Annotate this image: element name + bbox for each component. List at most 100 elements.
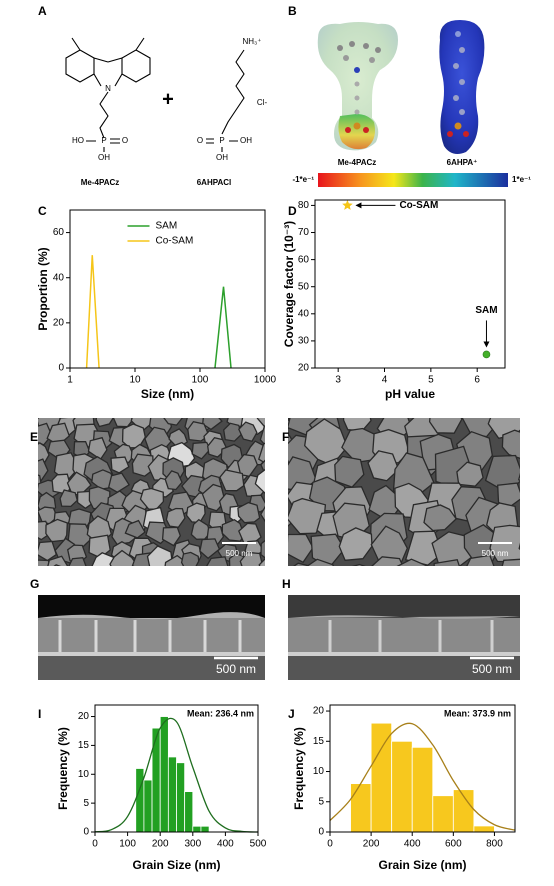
color-bar-min: -1*e⁻¹ <box>292 175 314 184</box>
grain <box>12 545 33 563</box>
grain <box>68 557 87 566</box>
annotation: SAM <box>475 305 497 316</box>
grain <box>256 418 265 428</box>
grain <box>131 574 148 589</box>
atom-label: OH <box>98 153 110 162</box>
atom-label: P <box>101 136 106 145</box>
grain <box>259 425 265 447</box>
grain <box>367 450 400 482</box>
y-tick-label: 10 <box>313 766 325 777</box>
grain <box>351 563 366 566</box>
grain <box>109 549 138 566</box>
x-tick-label: 200 <box>152 839 169 850</box>
histogram-bar <box>432 795 454 833</box>
x-tick-label: 4 <box>382 375 388 386</box>
grain <box>524 585 554 618</box>
y-tick-label: 40 <box>298 308 310 319</box>
grain <box>17 510 37 532</box>
arrow-head <box>483 341 490 348</box>
y-tick-label: 10 <box>78 769 90 780</box>
grain <box>59 489 79 508</box>
grain <box>47 555 69 566</box>
grain <box>524 483 554 512</box>
data-point <box>342 199 353 210</box>
histogram-bar <box>176 762 186 833</box>
x-axis-title: pH value <box>385 387 435 401</box>
esp-name: 6AHPA⁺ <box>447 158 478 167</box>
plot-frame <box>329 704 516 833</box>
grain <box>38 419 39 423</box>
grain <box>206 556 229 566</box>
y-tick-label: 20 <box>313 706 325 717</box>
sem-grains <box>288 386 554 618</box>
grain <box>50 393 69 414</box>
arrow-head <box>355 202 362 209</box>
grain <box>466 554 495 566</box>
grain <box>428 418 463 434</box>
y-tick-label: 0 <box>83 827 89 838</box>
y-axis-title: Frequency (%) <box>292 727 306 810</box>
grain <box>517 472 520 481</box>
grain <box>110 456 130 474</box>
histogram-bar <box>391 740 413 833</box>
grain <box>34 386 58 410</box>
grain <box>370 525 409 566</box>
panel-label: I <box>38 707 41 721</box>
grain <box>211 573 229 590</box>
esp-name: Me-4PACz <box>338 158 377 167</box>
panel-label: B <box>288 4 297 18</box>
esp-surface <box>439 20 485 154</box>
grain <box>45 518 68 543</box>
y-tick-label: 20 <box>298 363 310 374</box>
series-line <box>214 286 232 369</box>
annotation: Mean: 373.9 nm <box>444 708 511 718</box>
y-tick-label: 60 <box>53 227 65 238</box>
grain <box>288 418 307 420</box>
grain <box>342 418 372 432</box>
panel-label: C <box>38 204 47 218</box>
grain <box>456 461 484 487</box>
scale-bar-label: 500 nm <box>226 549 253 558</box>
x-tick-label: 1000 <box>254 375 277 386</box>
histogram-bar <box>192 825 202 833</box>
grain <box>267 490 289 511</box>
grain <box>371 556 404 566</box>
grain <box>222 389 245 414</box>
grain <box>108 573 130 597</box>
grain <box>94 571 113 589</box>
histogram-bar <box>151 727 161 833</box>
histogram-bar <box>370 722 393 833</box>
x-tick-label: 200 <box>363 839 380 850</box>
grain <box>202 418 223 431</box>
histogram-bar <box>350 783 372 833</box>
grain <box>124 519 146 539</box>
scale-bar-label: 500 nm <box>216 662 256 676</box>
grain <box>241 568 262 593</box>
y-tick-label: 40 <box>53 272 65 283</box>
grain <box>258 557 265 566</box>
atom-label: O <box>122 136 128 145</box>
x-axis-title: Size (nm) <box>141 387 194 401</box>
grain <box>340 386 372 416</box>
grain <box>518 542 520 551</box>
y-tick-label: 15 <box>78 740 90 751</box>
panel-label: E <box>30 430 38 444</box>
grain <box>524 510 554 540</box>
grain <box>172 571 189 590</box>
grain <box>201 483 226 512</box>
histogram-bar <box>167 756 177 833</box>
y-tick-label: 0 <box>318 827 324 838</box>
panel-label: F <box>282 430 289 444</box>
grain <box>306 558 334 566</box>
grain <box>217 575 238 596</box>
panel-label: G <box>30 577 39 591</box>
grain <box>112 418 134 428</box>
grain <box>68 568 92 591</box>
grain <box>219 469 245 492</box>
grain <box>95 418 114 428</box>
grain <box>239 393 258 408</box>
x-tick-label: 800 <box>486 839 503 850</box>
series-line <box>85 255 100 369</box>
histogram-bar <box>473 825 495 833</box>
plot-frame <box>69 209 266 369</box>
